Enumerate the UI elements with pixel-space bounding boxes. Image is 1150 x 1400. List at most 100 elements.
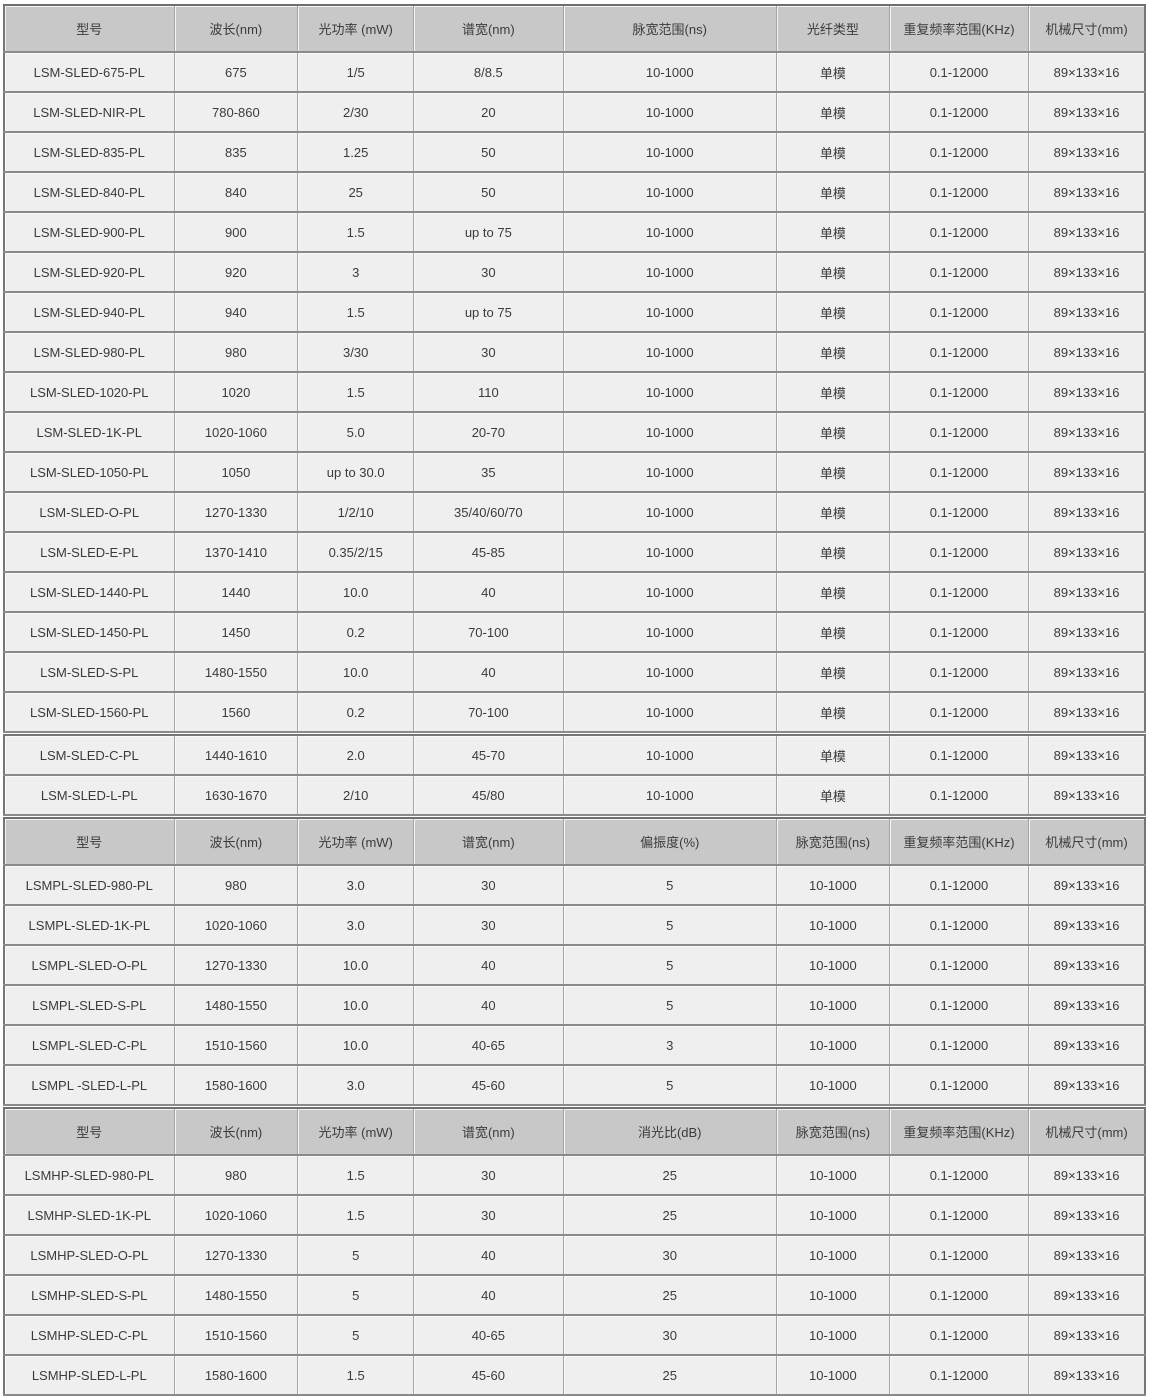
value-cell: 40 <box>413 652 564 693</box>
column-header: 机械尺寸(mm) <box>1028 4 1146 53</box>
value-cell: 0.35/2/15 <box>297 532 415 573</box>
value-cell: 0.1-12000 <box>888 572 1030 613</box>
value-cell: 0.1-12000 <box>888 1155 1030 1196</box>
sled-spec-tables: 型号 波长(nm) 光功率 (mW) 谱宽(nm) 脉宽范围(ns) 光纤类型 重复频率范围… <box>3 4 1146 1396</box>
column-header: 波长(nm) <box>173 4 299 53</box>
column-header: 型号 <box>3 817 175 866</box>
column-header: 光功率 (mW) <box>297 1107 415 1156</box>
value-cell: 30 <box>562 1235 777 1276</box>
value-cell: 0.1-12000 <box>888 1235 1030 1276</box>
model-cell: LSM-SLED-900-PL <box>3 212 175 253</box>
value-cell: 5 <box>562 985 777 1026</box>
value-cell: 1270-1330 <box>173 945 299 986</box>
value-cell: 30 <box>413 1195 564 1236</box>
table-row: LSMHP-SLED-1K-PL 1020-1060 1.5 30 25 10-1000 0… <box>3 1195 1146 1236</box>
value-cell: 0.1-12000 <box>888 775 1030 816</box>
value-cell: 10.0 <box>297 1025 415 1066</box>
model-cell: LSM-SLED-1450-PL <box>3 612 175 653</box>
value-cell: 89×133×16 <box>1028 132 1146 173</box>
value-cell: 10-1000 <box>775 1155 890 1196</box>
column-header: 光纤类型 <box>775 4 890 53</box>
value-cell: 10-1000 <box>562 735 777 776</box>
model-cell: LSM-SLED-NIR-PL <box>3 92 175 133</box>
model-cell: LSMPL-SLED-C-PL <box>3 1025 175 1066</box>
value-cell: 40 <box>413 572 564 613</box>
value-cell: 10-1000 <box>562 252 777 293</box>
value-cell: 10-1000 <box>775 1275 890 1316</box>
table-row: LSMHP-SLED-C-PL 1510-1560 5 40-65 30 10-1000 0… <box>3 1315 1146 1356</box>
value-cell: 1450 <box>173 612 299 653</box>
value-cell: 10-1000 <box>562 132 777 173</box>
value-cell: 1020-1060 <box>173 905 299 946</box>
model-cell: LSMPL-SLED-O-PL <box>3 945 175 986</box>
model-cell: LSMPL-SLED-S-PL <box>3 985 175 1026</box>
value-cell: 0.1-12000 <box>888 252 1030 293</box>
value-cell: 89×133×16 <box>1028 865 1146 906</box>
model-cell: LSMHP-SLED-O-PL <box>3 1235 175 1276</box>
table-row: LSMPL-SLED-O-PL 1270-1330 10.0 40 5 10-1000 0.… <box>3 945 1146 986</box>
table-row: LSM-SLED-1020-PL 1020 1.5 110 10-1000 单模 0.1-1… <box>3 372 1146 413</box>
value-cell: 8/8.5 <box>413 52 564 93</box>
value-cell: 89×133×16 <box>1028 172 1146 213</box>
value-cell: 10-1000 <box>775 1195 890 1236</box>
value-cell: 0.1-12000 <box>888 692 1030 733</box>
table-row: LSM-SLED-1560-PL 1560 0.2 70-100 10-1000 单模 0.… <box>3 692 1146 733</box>
value-cell: 980 <box>173 865 299 906</box>
table-row: LSM-SLED-940-PL 940 1.5 up to 75 10-1000 单模 0.… <box>3 292 1146 333</box>
value-cell: 0.1-12000 <box>888 1025 1030 1066</box>
value-cell: 89×133×16 <box>1028 945 1146 986</box>
model-cell: LSMPL-SLED-1K-PL <box>3 905 175 946</box>
value-cell: 45-60 <box>413 1065 564 1106</box>
value-cell: 0.1-12000 <box>888 292 1030 333</box>
value-cell: 10-1000 <box>562 172 777 213</box>
value-cell: 5 <box>562 1065 777 1106</box>
value-cell: 3/30 <box>297 332 415 373</box>
value-cell: 单模 <box>775 775 890 816</box>
table-row: LSM-SLED-NIR-PL 780-860 2/30 20 10-1000 单模 0.1… <box>3 92 1146 133</box>
value-cell: 30 <box>413 1155 564 1196</box>
value-cell: 89×133×16 <box>1028 1315 1146 1356</box>
value-cell: 45-85 <box>413 532 564 573</box>
model-cell: LSM-SLED-1050-PL <box>3 452 175 493</box>
value-cell: 10-1000 <box>775 1065 890 1106</box>
value-cell: 10-1000 <box>562 212 777 253</box>
value-cell: 0.1-12000 <box>888 1275 1030 1316</box>
value-cell: 89×133×16 <box>1028 652 1146 693</box>
table-row: LSM-SLED-C-PL 1440-1610 2.0 45-70 10-1000 单模 0… <box>3 735 1146 776</box>
value-cell: 2/30 <box>297 92 415 133</box>
table-row: LSM-SLED-1450-PL 1450 0.2 70-100 10-1000 单模 0.… <box>3 612 1146 653</box>
value-cell: 70-100 <box>413 692 564 733</box>
value-cell: 10-1000 <box>775 905 890 946</box>
model-cell: LSMHP-SLED-1K-PL <box>3 1195 175 1236</box>
value-cell: 45-70 <box>413 735 564 776</box>
value-cell: 5 <box>562 865 777 906</box>
value-cell: 40 <box>413 985 564 1026</box>
value-cell: 1510-1560 <box>173 1315 299 1356</box>
table-row: LSMHP-SLED-S-PL 1480-1550 5 40 25 10-1000 0.1-… <box>3 1275 1146 1316</box>
value-cell: 单模 <box>775 692 890 733</box>
value-cell: 45-60 <box>413 1355 564 1396</box>
value-cell: up to 30.0 <box>297 452 415 493</box>
value-cell: 1440-1610 <box>173 735 299 776</box>
value-cell: 89×133×16 <box>1028 612 1146 653</box>
column-header: 重复频率范围(KHz) <box>888 1107 1030 1156</box>
value-cell: 0.1-12000 <box>888 735 1030 776</box>
table-row: LSMPL-SLED-S-PL 1480-1550 10.0 40 5 10-1000 0.… <box>3 985 1146 1026</box>
value-cell: 89×133×16 <box>1028 412 1146 453</box>
value-cell: 89×133×16 <box>1028 572 1146 613</box>
value-cell: 0.1-12000 <box>888 492 1030 533</box>
value-cell: 3 <box>297 252 415 293</box>
value-cell: 40 <box>413 945 564 986</box>
model-cell: LSM-SLED-L-PL <box>3 775 175 816</box>
value-cell: 89×133×16 <box>1028 692 1146 733</box>
value-cell: 3.0 <box>297 905 415 946</box>
value-cell: 0.1-12000 <box>888 172 1030 213</box>
table-row: LSMPL-SLED-1K-PL 1020-1060 3.0 30 5 10-1000 0.… <box>3 905 1146 946</box>
value-cell: 单模 <box>775 612 890 653</box>
header-row: 型号 波长(nm) 光功率 (mW) 谱宽(nm) 消光比(dB) 脉宽范围(ns) 重复频… <box>3 1107 1146 1156</box>
value-cell: 1.5 <box>297 372 415 413</box>
value-cell: 单模 <box>775 332 890 373</box>
table-row: LSM-SLED-1K-PL 1020-1060 5.0 20-70 10-1000 单模… <box>3 412 1146 453</box>
value-cell: 89×133×16 <box>1028 775 1146 816</box>
